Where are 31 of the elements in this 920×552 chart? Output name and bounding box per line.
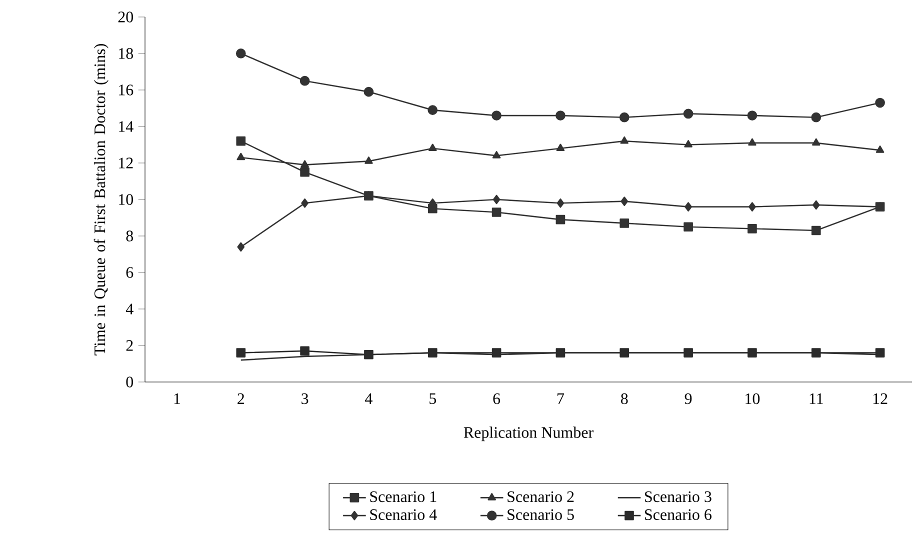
legend-label: Scenario 6 — [645, 509, 712, 520]
x-tick-label: 11 — [810, 393, 823, 404]
x-tick-label: 6 — [493, 393, 500, 404]
x-tick-label: 4 — [365, 393, 372, 404]
x-tick-label: 2 — [238, 393, 244, 404]
legend-label: Scenario 1 — [370, 491, 436, 502]
y-tick-label: 10 — [119, 194, 134, 205]
y-tick-label: 12 — [119, 158, 133, 168]
legend-label: Scenario 4 — [370, 509, 437, 520]
legend-label: Scenario 2 — [508, 491, 574, 502]
x-tick-label: 1 — [174, 393, 180, 404]
y-tick-label: 14 — [119, 121, 134, 132]
y-tick-label: 4 — [126, 304, 134, 314]
y-tick-label: 2 — [126, 340, 133, 351]
y-tick-label: 20 — [118, 12, 134, 22]
y-tick-label: 6 — [126, 267, 134, 278]
x-tick-label: 3 — [302, 393, 308, 404]
y-axis-title: Time in Queue of First Battalion Doctor (mins) — [94, 44, 108, 356]
legend-label: Scenario 3 — [645, 491, 712, 502]
x-tick-label: 7 — [558, 393, 564, 404]
y-tick-label: 16 — [119, 84, 134, 96]
y-tick-label: 18 — [119, 48, 134, 59]
x-tick-label: 5 — [430, 393, 436, 404]
x-tick-label: 10 — [746, 393, 760, 404]
y-tick-label: 8 — [126, 230, 134, 242]
x-axis-title: Replication Number — [464, 426, 594, 442]
x-tick-label: 12 — [873, 393, 888, 404]
x-tick-label: 9 — [684, 393, 692, 404]
y-tick-label: 0 — [126, 376, 134, 388]
legend-label: Scenario 5 — [508, 509, 574, 520]
x-tick-label: 8 — [620, 393, 628, 404]
